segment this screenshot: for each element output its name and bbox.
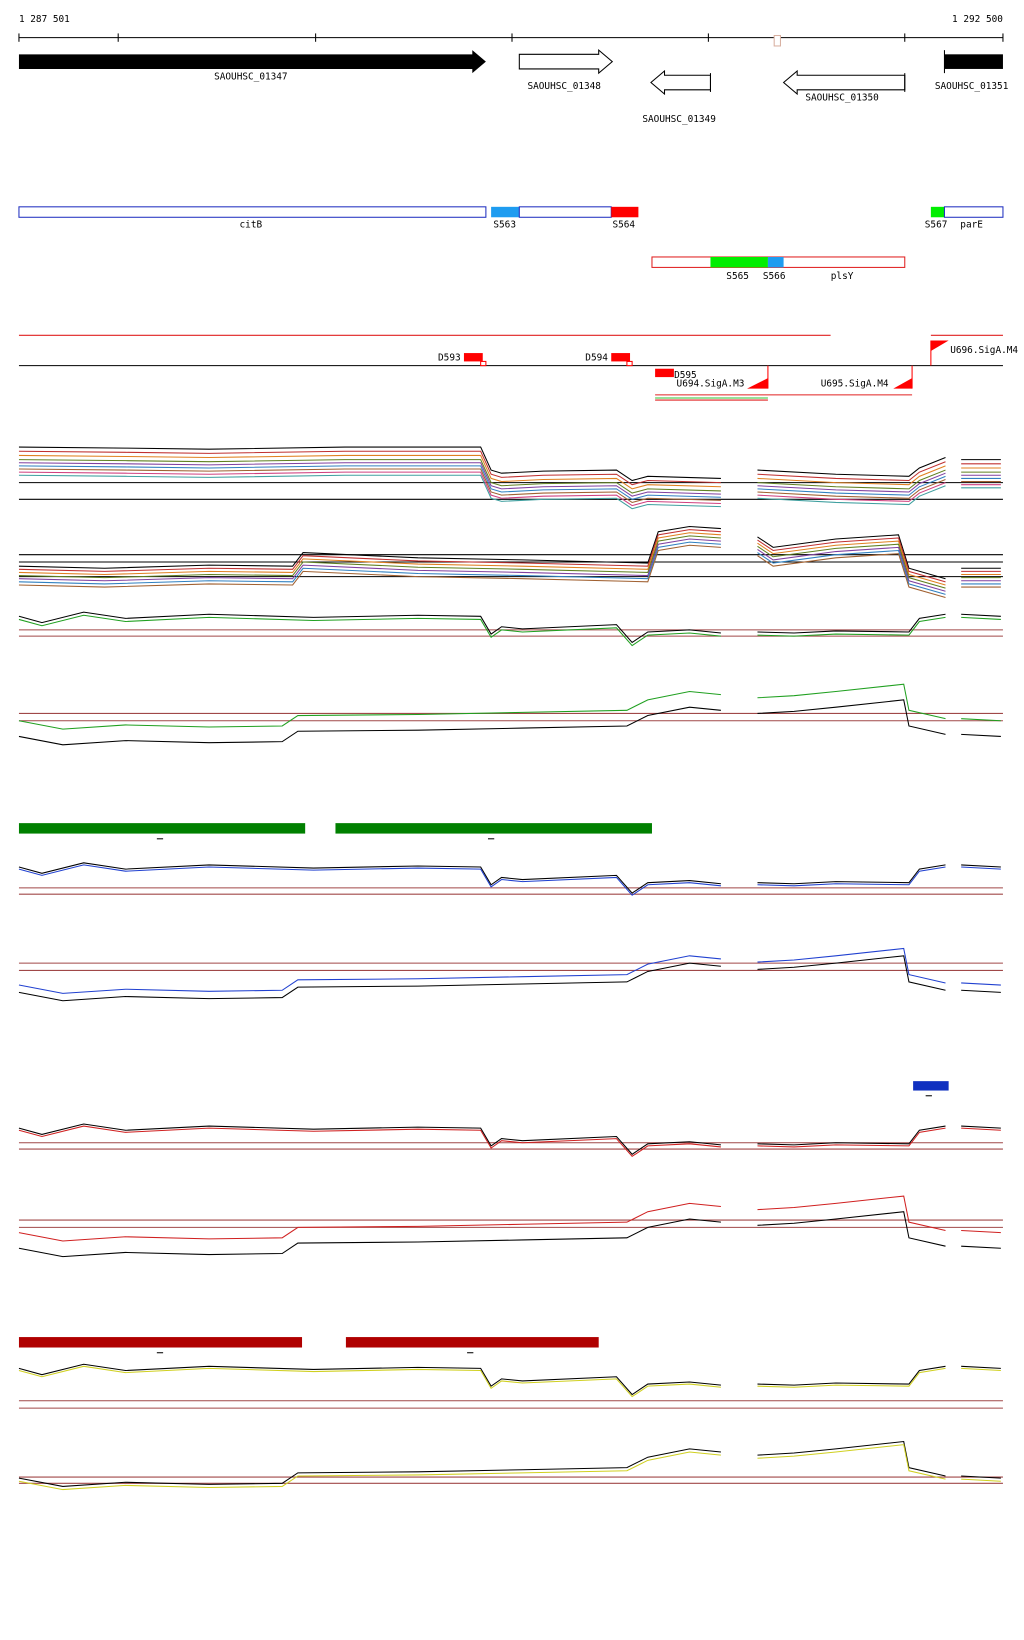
gene-label: SAOUHSC_01349 [642, 114, 716, 125]
segment [18, 206, 487, 218]
ruler-start: 1 287 501 [19, 14, 70, 25]
gene-arrow [782, 69, 906, 96]
segment-label: S564 [612, 220, 635, 231]
feature [611, 353, 631, 362]
segment-label: citB [240, 220, 263, 231]
segment-label: parE [960, 220, 983, 231]
feature [655, 368, 674, 378]
gene-arrow [18, 50, 486, 74]
region-bar [345, 1337, 599, 1348]
gene-arrow [518, 49, 614, 75]
segment-label: S566 [763, 271, 786, 282]
gene-label: SAOUHSC_01348 [527, 81, 601, 92]
segment [943, 206, 1004, 218]
viewport-marker [773, 34, 781, 47]
trace-panel [18, 1123, 1003, 1258]
segment [710, 256, 768, 268]
segment [518, 206, 612, 218]
trace-panel [18, 525, 1003, 599]
trace-panel [18, 446, 1003, 510]
feature-label: U694.SigA.M3 [677, 378, 745, 389]
segment [930, 206, 945, 218]
region-bar [18, 823, 306, 834]
segment [767, 256, 784, 268]
segment-label: S565 [726, 271, 749, 282]
gene-arrow [650, 69, 711, 96]
ruler [18, 33, 1004, 42]
gene-label: SAOUHSC_01350 [805, 92, 879, 103]
region-bar [18, 1337, 303, 1348]
feature [463, 353, 483, 362]
segment [491, 206, 520, 218]
feature-label: D595 [674, 370, 697, 381]
feature [747, 378, 768, 389]
region-bar [913, 1081, 949, 1091]
gene-bar [944, 54, 1003, 69]
segment [611, 206, 639, 218]
trace-panel [18, 611, 1003, 746]
feature-label: D593 [438, 352, 461, 363]
trace-panel [18, 1363, 1003, 1491]
feature-label: U696.SigA.M4 [950, 345, 1018, 356]
feature-label: D594 [585, 352, 608, 363]
segment-label: plsY [831, 271, 854, 282]
segment-label: S567 [925, 220, 948, 231]
segment-label: S563 [493, 220, 516, 231]
region-bar [335, 823, 652, 834]
feature [893, 378, 913, 389]
gene-label: SAOUHSC_01347 [214, 71, 287, 82]
trace-panel [18, 862, 1003, 1002]
ruler-end: 1 292 500 [952, 14, 1003, 25]
feature [930, 340, 949, 351]
gene-label: SAOUHSC_01351 [935, 81, 1009, 92]
feature-label: U695.SigA.M4 [821, 378, 889, 389]
